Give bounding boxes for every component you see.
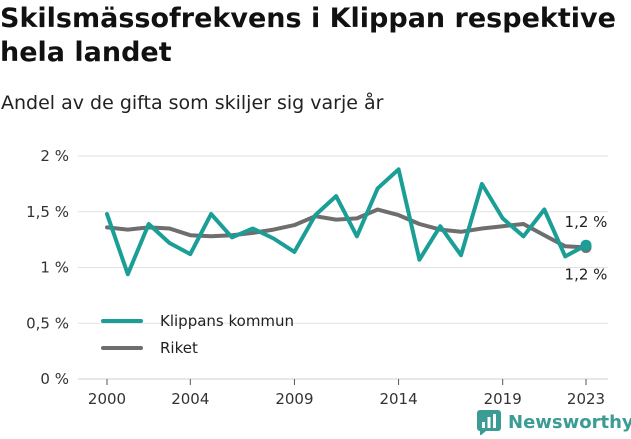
x-tick-label: 2019 — [484, 390, 522, 408]
chart-subtitle: Andel av de gifta som skiljer sig varje … — [1, 92, 384, 114]
brand-name: Newsworthy — [508, 411, 631, 433]
newsworthy-logo-icon — [477, 410, 501, 435]
x-tick-label: 2004 — [171, 390, 209, 408]
y-tick-label: 2 % — [40, 147, 69, 165]
x-tick-label: 2023 — [567, 390, 605, 408]
legend: Klippans kommun Riket — [101, 312, 294, 357]
end-label-klippans-kommun: 1,2 % — [565, 213, 608, 231]
y-axis: 0 % 0,5 % 1 % 1,5 % 2 % — [26, 147, 69, 388]
x-tick-label: 2000 — [88, 390, 126, 408]
series-line-klippans-kommun — [105, 167, 588, 277]
y-tick-label: 1,5 % — [26, 203, 69, 221]
end-point-klippans-kommun — [580, 239, 592, 251]
newsworthy-brand[interactable]: Newsworthy — [476, 408, 631, 436]
legend-label: Klippans kommun — [160, 312, 294, 330]
x-axis: 2000 2004 2009 2014 2019 2023 — [88, 379, 605, 408]
x-tick-label: 2014 — [379, 390, 417, 408]
legend-label: Riket — [160, 339, 198, 357]
y-tick-label: 1 % — [40, 259, 69, 277]
end-label-riket: 1,2 % — [565, 265, 608, 283]
y-tick-label: 0 % — [40, 370, 69, 388]
x-tick-label: 2009 — [275, 390, 313, 408]
chart-title: Skilsmässofrekvens i Klippan respektive … — [0, 3, 616, 68]
series-lines — [105, 167, 592, 277]
gridlines — [78, 155, 608, 380]
end-labels: 1,2 % 1,2 % — [565, 213, 608, 283]
y-tick-label: 0,5 % — [26, 314, 69, 332]
